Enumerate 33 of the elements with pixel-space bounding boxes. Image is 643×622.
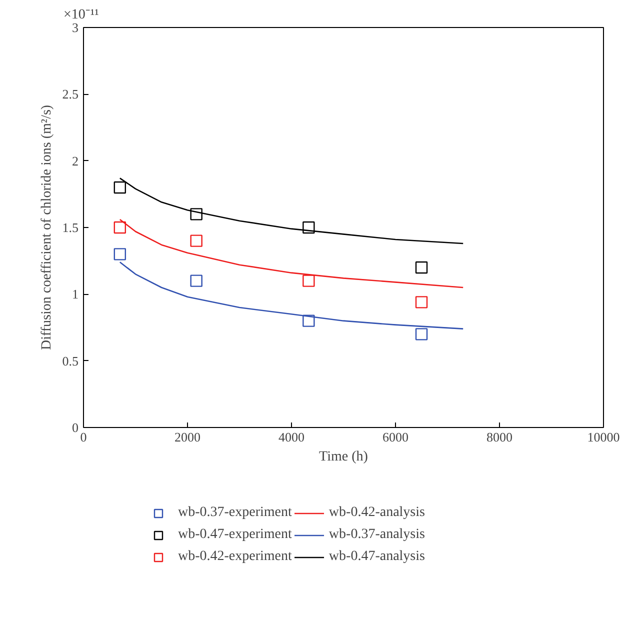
point xyxy=(415,261,428,274)
y-tick-label: 0 xyxy=(72,420,78,435)
point xyxy=(415,296,428,308)
y-tick-label: 1 xyxy=(72,286,78,302)
legend-label: wb-0.47-analysis xyxy=(328,549,425,565)
legend-label: wb-0.37-experiment xyxy=(178,505,292,521)
point xyxy=(190,208,202,220)
legend-label: wb-0.47-experiment xyxy=(178,527,292,543)
y-axis-title: Diffusion coefficient of chloride ions (m²/s) xyxy=(39,104,54,350)
point xyxy=(302,221,315,234)
y-tick-label: 3 xyxy=(72,20,78,35)
point xyxy=(114,221,126,234)
point xyxy=(114,181,126,194)
point xyxy=(415,328,428,340)
y-tick-label: 0.5 xyxy=(62,353,78,368)
x-tick-label: 4000 xyxy=(278,430,304,444)
x-axis-title: Time (h) xyxy=(319,450,368,464)
point xyxy=(190,274,202,287)
legend-label: wb-0.42-analysis xyxy=(328,505,425,521)
point xyxy=(302,314,315,327)
legend-label: wb-0.42-experiment xyxy=(178,549,292,565)
point xyxy=(114,248,126,260)
y-tick-label: 1.5 xyxy=(62,220,78,235)
point xyxy=(302,274,315,287)
x-tick-label: 2000 xyxy=(174,430,200,444)
y-tick-label: 2.5 xyxy=(62,86,78,102)
x-tick-label: 10000 xyxy=(587,430,620,444)
text: ×10⁻¹¹ xyxy=(64,8,99,22)
x-tick-label: 8000 xyxy=(486,430,512,444)
legend-label: wb-0.37-analysis xyxy=(328,527,425,543)
point xyxy=(190,234,202,247)
y-tick-label: 2 xyxy=(72,153,78,168)
x-tick-label: 6000 xyxy=(382,430,408,444)
